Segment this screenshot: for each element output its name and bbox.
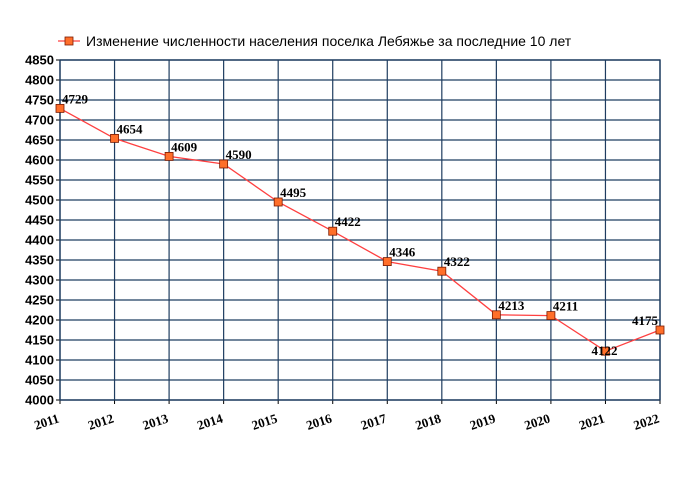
data-label: 4609 — [171, 139, 198, 154]
data-point — [55, 104, 65, 113]
x-tick-label: 2021 — [577, 411, 606, 433]
data-point — [328, 226, 338, 236]
y-tick-label: 4600 — [25, 153, 54, 168]
y-tick-label: 4300 — [25, 273, 54, 288]
data-point — [382, 257, 392, 267]
x-tick-label: 2022 — [632, 411, 661, 433]
y-tick-label: 4150 — [25, 333, 54, 348]
series-line — [59, 107, 661, 352]
data-label: 4322 — [444, 254, 470, 269]
y-tick-label: 4450 — [25, 213, 54, 228]
x-tick-label: 2017 — [359, 410, 389, 432]
x-tick-label: 2012 — [86, 411, 115, 433]
y-tick-label: 4200 — [25, 313, 54, 328]
y-tick-label: 4350 — [25, 253, 54, 268]
y-tick-label: 4800 — [25, 73, 54, 88]
x-tick-label: 2015 — [250, 410, 280, 432]
x-tick-label: 2014 — [195, 410, 225, 432]
data-point — [219, 159, 229, 169]
data-labels: 4729 4654 4609 4590 4495 4422 4346 4322 4213 4211… — [62, 91, 659, 358]
y-tick-label: 4550 — [25, 173, 54, 188]
data-label: 4590 — [226, 147, 252, 162]
data-label: 4346 — [389, 245, 416, 260]
data-label: 4211 — [553, 299, 578, 314]
y-tick-label: 4000 — [25, 393, 54, 408]
data-label: 4729 — [62, 91, 89, 106]
y-tick-label: 4250 — [25, 293, 54, 308]
data-point — [546, 311, 556, 321]
x-tick-label: 2018 — [413, 410, 443, 432]
y-tick-label: 4400 — [25, 233, 54, 248]
data-point — [655, 325, 665, 335]
y-tick-label: 4850 — [25, 53, 54, 68]
x-tick-label: 2011 — [32, 411, 61, 433]
data-point — [491, 310, 501, 320]
x-tick-label: 2016 — [304, 410, 334, 432]
data-label: 4175 — [632, 313, 659, 328]
y-tick-label: 4750 — [25, 93, 54, 108]
plot-border — [59, 59, 661, 401]
data-point — [164, 151, 174, 161]
data-label: 4122 — [591, 343, 617, 358]
y-tick-label: 4650 — [25, 133, 54, 148]
y-tick-label: 4050 — [25, 373, 54, 388]
data-label: 4654 — [117, 121, 144, 136]
x-tick-label: 2019 — [468, 410, 498, 432]
data-label: 4213 — [498, 298, 525, 313]
y-tick-label: 4700 — [25, 113, 54, 128]
plot-area — [60, 60, 660, 400]
data-label: 4422 — [335, 214, 361, 229]
x-tick-label: 2013 — [141, 410, 171, 432]
y-tick-label: 4100 — [25, 353, 54, 368]
data-point — [273, 197, 283, 207]
data-point — [437, 266, 447, 276]
legend: Изменение численности населения поселка … — [58, 33, 572, 49]
y-tick-label: 4500 — [25, 193, 54, 208]
series-layer — [55, 104, 665, 356]
data-point — [110, 133, 119, 143]
data-label: 4495 — [280, 185, 307, 200]
grid — [59, 59, 661, 401]
legend-label: Изменение численности населения поселка … — [86, 33, 572, 49]
data-point — [601, 346, 610, 356]
legend-marker-swatch — [64, 36, 74, 46]
x-tick-label: 2020 — [522, 411, 551, 433]
